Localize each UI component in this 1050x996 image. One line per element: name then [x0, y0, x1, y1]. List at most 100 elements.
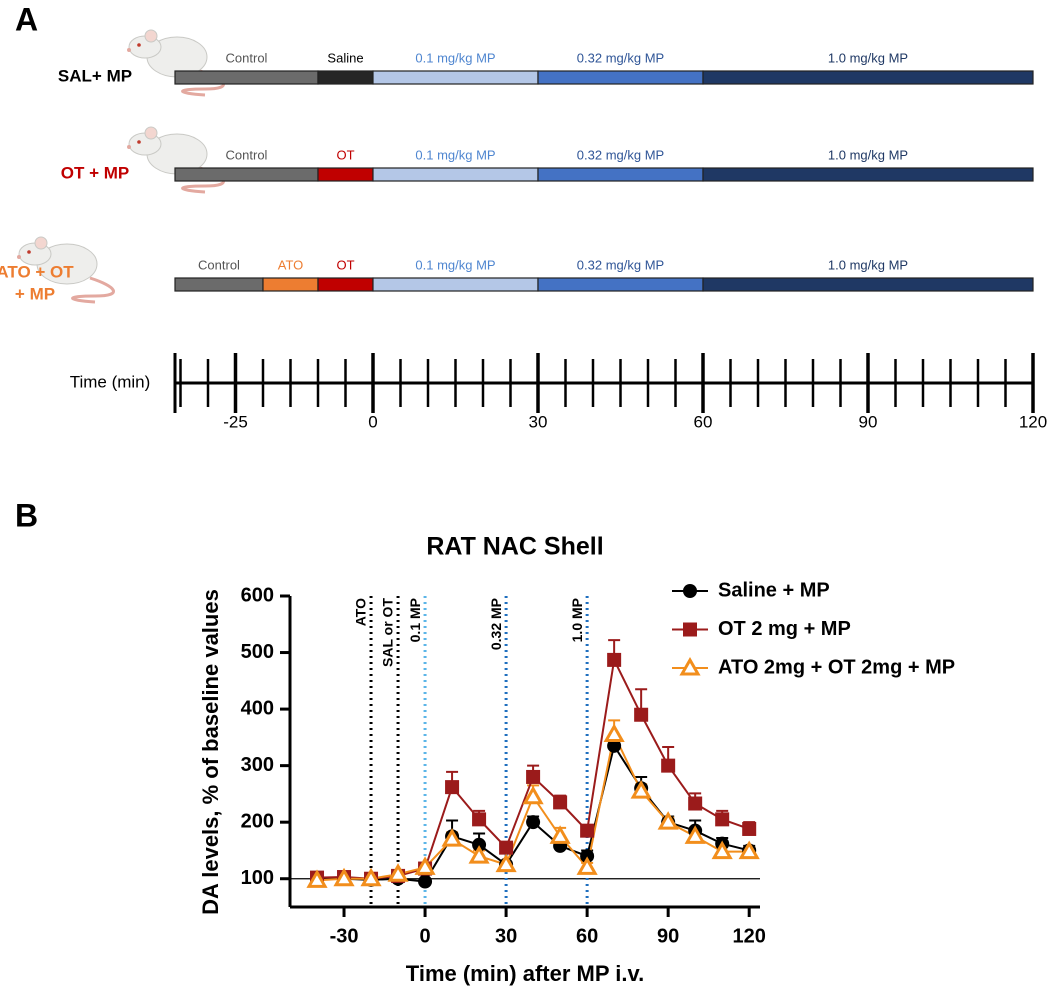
- x-tick-label: 120: [733, 925, 766, 947]
- segment-label: 0.32 mg/kg MP: [577, 257, 664, 272]
- rat-icon: [127, 29, 225, 97]
- data-point: [522, 785, 544, 805]
- segment-label: 0.32 mg/kg MP: [577, 147, 664, 162]
- annotation-label: SAL or OT: [380, 598, 396, 667]
- annotation-label: ATO: [353, 598, 369, 626]
- timeline-segment: [174, 70, 319, 85]
- row-label: ATO + OT: [0, 262, 74, 281]
- row-label: SAL+ MP: [58, 66, 132, 85]
- data-point: [549, 825, 571, 844]
- timeline-segment: [537, 70, 704, 85]
- data-point: [445, 780, 460, 795]
- x-tick-label: 60: [576, 925, 598, 947]
- legend-marker: [679, 656, 701, 676]
- y-tick-label: 500: [241, 641, 274, 663]
- segment-label: Control: [198, 257, 240, 272]
- data-point: [499, 840, 514, 855]
- data-point: [360, 867, 382, 887]
- data-point: [607, 652, 622, 667]
- data-point: [715, 812, 730, 827]
- rat-icon: [127, 126, 225, 194]
- rat-ear: [34, 236, 48, 250]
- timeline-segment: [174, 277, 264, 292]
- segment-label: ATO: [278, 257, 304, 272]
- rat-nose: [127, 48, 131, 52]
- segment-label: OT: [336, 147, 354, 162]
- segment-label: 1.0 mg/kg MP: [828, 147, 908, 162]
- data-point: [576, 856, 598, 875]
- time-tick-label: -25: [223, 412, 248, 431]
- data-point: [306, 869, 328, 888]
- data-point: [441, 828, 463, 847]
- data-point: [472, 837, 487, 852]
- timeline-segment: [702, 70, 1034, 85]
- time-tick-label: 90: [859, 412, 878, 431]
- rat-ear: [144, 29, 158, 43]
- timeline-segment: [702, 277, 1034, 292]
- data-point: [634, 707, 649, 722]
- data-point: [711, 840, 733, 860]
- timeline-segment: [317, 70, 374, 85]
- segment-label: 0.1 mg/kg MP: [415, 147, 495, 162]
- rat-eye: [137, 43, 141, 47]
- timeline-segment: [317, 277, 374, 292]
- rat-tail: [71, 276, 115, 304]
- legend-marker: [683, 622, 697, 637]
- data-point: [603, 723, 625, 743]
- y-tick-label: 300: [241, 754, 274, 776]
- data-point: [526, 815, 541, 830]
- data-point: [472, 812, 487, 827]
- y-tick-label: 100: [241, 867, 274, 889]
- annotation-label: 1.0 MP: [569, 598, 585, 642]
- segment-label: Control: [226, 147, 268, 162]
- data-point: [526, 769, 541, 784]
- timeline-segment: [537, 277, 704, 292]
- x-tick-label: 0: [419, 925, 430, 947]
- y-axis-label: DA levels, % of baseline values: [198, 589, 223, 915]
- data-point: [387, 863, 409, 882]
- data-point: [333, 867, 355, 887]
- y-tick-label: 200: [241, 810, 274, 832]
- timeline-segment: [372, 70, 539, 85]
- data-point: [414, 856, 436, 875]
- annotation-label: 0.1 MP: [407, 598, 423, 642]
- time-tick-label: 60: [694, 412, 713, 431]
- segment-label: 0.1 mg/kg MP: [415, 257, 495, 272]
- data-point: [684, 825, 706, 844]
- panel-label: A: [15, 1, 38, 37]
- timeline-segment: [372, 167, 539, 182]
- rat-ear: [144, 126, 158, 140]
- segment-label: Saline: [327, 50, 363, 65]
- timeline-segment: [372, 277, 539, 292]
- time-tick-label: 120: [1019, 412, 1047, 431]
- timeline-segment: [317, 167, 374, 182]
- data-point: [580, 823, 595, 838]
- row-label: + MP: [15, 284, 55, 303]
- timeline-segment: [262, 277, 319, 292]
- legend-label: ATO 2mg + OT 2mg + MP: [718, 656, 955, 678]
- x-tick-label: 30: [495, 925, 517, 947]
- segment-label: 1.0 mg/kg MP: [828, 257, 908, 272]
- y-tick-label: 400: [241, 697, 274, 719]
- rat-nose: [127, 145, 131, 149]
- series-line: [316, 731, 750, 882]
- data-point: [468, 845, 490, 864]
- segment-label: Control: [226, 50, 268, 65]
- y-tick-label: 600: [241, 584, 274, 606]
- data-point: [607, 738, 622, 753]
- data-point: [738, 840, 760, 860]
- row-label: OT + MP: [61, 163, 129, 182]
- data-point: [495, 853, 517, 873]
- x-tick-label: 90: [657, 925, 679, 947]
- rat-nose: [17, 255, 21, 259]
- legend-marker: [683, 584, 697, 598]
- annotation-label: 0.32 MP: [488, 598, 504, 650]
- data-point: [418, 874, 433, 889]
- data-point: [630, 780, 652, 799]
- data-point: [742, 821, 757, 836]
- x-tick-label: -30: [330, 925, 359, 947]
- segment-label: 0.32 mg/kg MP: [577, 50, 664, 65]
- segment-label: 1.0 mg/kg MP: [828, 50, 908, 65]
- data-point: [580, 849, 595, 864]
- data-point: [688, 796, 703, 811]
